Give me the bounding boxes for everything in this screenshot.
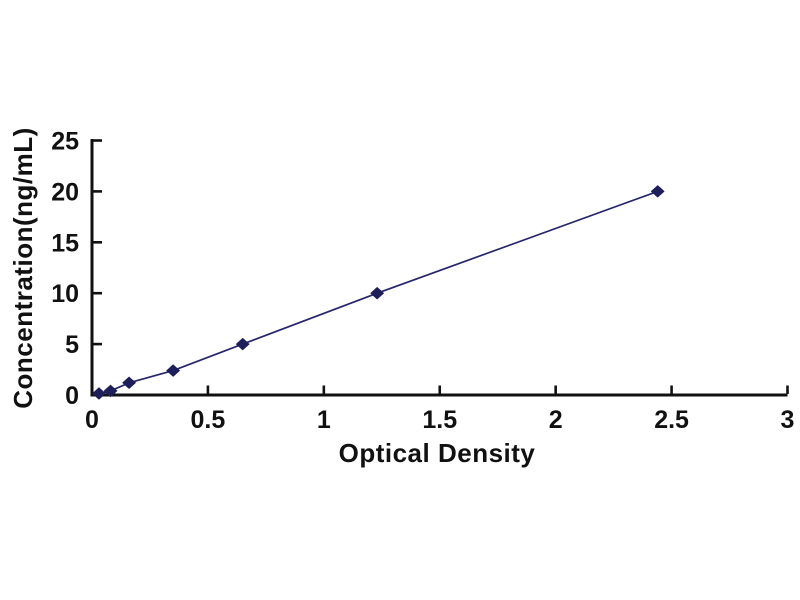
data-series-layer	[92, 185, 665, 400]
y-tick-label: 5	[65, 331, 79, 359]
data-point-marker	[166, 364, 181, 377]
axis-spine	[90, 139, 788, 397]
x-tick-label: 2	[549, 406, 563, 434]
x-tick-label: 3	[781, 406, 795, 434]
y-tick-label: 25	[51, 128, 79, 156]
y-tick-label: 0	[65, 382, 79, 410]
y-axis-title: Concentration(ng/mL)	[8, 127, 38, 409]
x-tick-label: 0.5	[191, 406, 226, 434]
x-tick-label: 0	[85, 406, 99, 434]
y-tick-label: 20	[51, 178, 79, 206]
y-tick-label: 15	[51, 229, 79, 257]
x-tick-label: 2.5	[654, 406, 689, 434]
data-point-marker	[92, 387, 106, 400]
y-tick-label: 10	[51, 280, 79, 308]
x-tick-label: 1.5	[422, 406, 457, 434]
axes-layer: 0 0.5 1 1.5 2 2.5 3 0 5 10 15 20 25	[51, 128, 794, 435]
data-point-marker	[103, 384, 118, 398]
x-axis-title: Optical Density	[339, 438, 536, 468]
data-point-marker	[650, 185, 665, 198]
x-tick-label: 1	[317, 406, 331, 434]
data-point-marker	[370, 286, 385, 300]
data-point-marker	[122, 376, 137, 390]
data-point-marker	[235, 337, 250, 351]
